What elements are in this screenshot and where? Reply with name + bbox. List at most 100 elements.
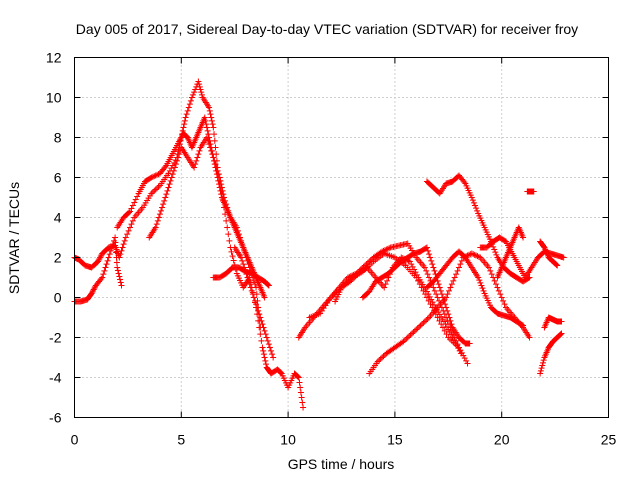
chart-title: Day 005 of 2017, Sidereal Day-to-day VTE… [76, 21, 578, 37]
data-point [443, 323, 450, 330]
data-point [177, 135, 184, 142]
data-point [455, 264, 462, 271]
data-point [261, 327, 268, 334]
data-point [102, 264, 109, 271]
data-point [207, 111, 214, 118]
data-point [426, 293, 433, 300]
data-point [100, 271, 107, 278]
data-point [196, 83, 203, 90]
tick-labels: 0 5 10 15 20 25 -6 -4 -2 0 2 4 6 8 10 12 [46, 50, 617, 448]
data-point [164, 187, 171, 194]
ticks [74, 57, 609, 418]
data-point [192, 161, 199, 168]
data-point [245, 277, 252, 284]
data-point [264, 337, 271, 344]
data-point [90, 286, 97, 293]
data-point [163, 191, 170, 198]
data-point [297, 384, 304, 391]
data-point [119, 244, 126, 251]
data-point [431, 287, 438, 294]
data-series [524, 188, 537, 195]
data-point [194, 154, 201, 161]
data-point [269, 351, 276, 358]
data-point [381, 284, 388, 291]
data-point [262, 331, 269, 338]
data-point [155, 214, 162, 221]
data-point [94, 258, 101, 265]
data-point [202, 117, 209, 124]
data-point [89, 289, 96, 296]
data-point [205, 131, 212, 138]
data-point [461, 355, 468, 362]
data-point [226, 211, 233, 218]
data-point [162, 163, 169, 170]
data-point [238, 237, 245, 244]
data-point [433, 291, 440, 298]
x-tick-label: 5 [177, 432, 185, 448]
data-point [261, 354, 268, 361]
data-point [404, 334, 411, 341]
x-tick-label: 10 [280, 432, 296, 448]
y-tick-label: -6 [49, 410, 62, 426]
data-point [149, 173, 156, 180]
data-point [408, 261, 415, 268]
data-point [537, 367, 544, 374]
data-point [218, 184, 225, 191]
data-point [438, 291, 445, 298]
data-point [456, 347, 463, 354]
data-point [444, 307, 451, 314]
data-series [71, 78, 307, 411]
data-point [148, 190, 155, 197]
data-point [518, 321, 525, 328]
data-point [242, 251, 249, 258]
data-point [450, 277, 457, 284]
data-point [298, 394, 305, 401]
data-point [117, 279, 124, 286]
data-point [239, 257, 246, 264]
data-point [103, 261, 110, 268]
data-point [255, 307, 262, 314]
data-point [224, 224, 231, 231]
data-point [229, 253, 236, 260]
data-point [239, 241, 246, 248]
data-point [235, 231, 242, 238]
data-point [197, 86, 204, 93]
data-point [176, 137, 183, 144]
data-point [520, 234, 527, 241]
data-point [380, 247, 387, 254]
data-point [210, 154, 217, 161]
data-point [230, 257, 237, 264]
y-tick-label: 6 [54, 170, 62, 186]
data-point [457, 261, 464, 268]
data-point [260, 324, 267, 331]
data-point [152, 186, 159, 193]
data-point [233, 224, 240, 231]
data-series [423, 172, 533, 285]
data-point [539, 359, 546, 366]
data-point [106, 251, 113, 258]
data-point [154, 185, 161, 192]
data-point [458, 350, 465, 357]
data-point [377, 355, 384, 362]
data-point [347, 278, 354, 285]
data-marks [71, 78, 567, 411]
data-point [423, 267, 430, 274]
data-point [408, 330, 415, 337]
data-point [431, 267, 438, 274]
data-point [450, 337, 457, 344]
data-point [121, 237, 128, 244]
data-point [421, 264, 428, 271]
y-tick-label: 10 [46, 90, 62, 106]
data-point [174, 157, 181, 164]
data-point [492, 249, 499, 256]
data-point [127, 224, 134, 231]
data-point [217, 177, 224, 184]
data-point [206, 104, 213, 111]
data-point [99, 274, 106, 281]
data-point [208, 147, 215, 154]
data-point [211, 131, 218, 138]
data-point [384, 245, 391, 252]
data-point [491, 246, 498, 253]
data-point [206, 107, 213, 114]
